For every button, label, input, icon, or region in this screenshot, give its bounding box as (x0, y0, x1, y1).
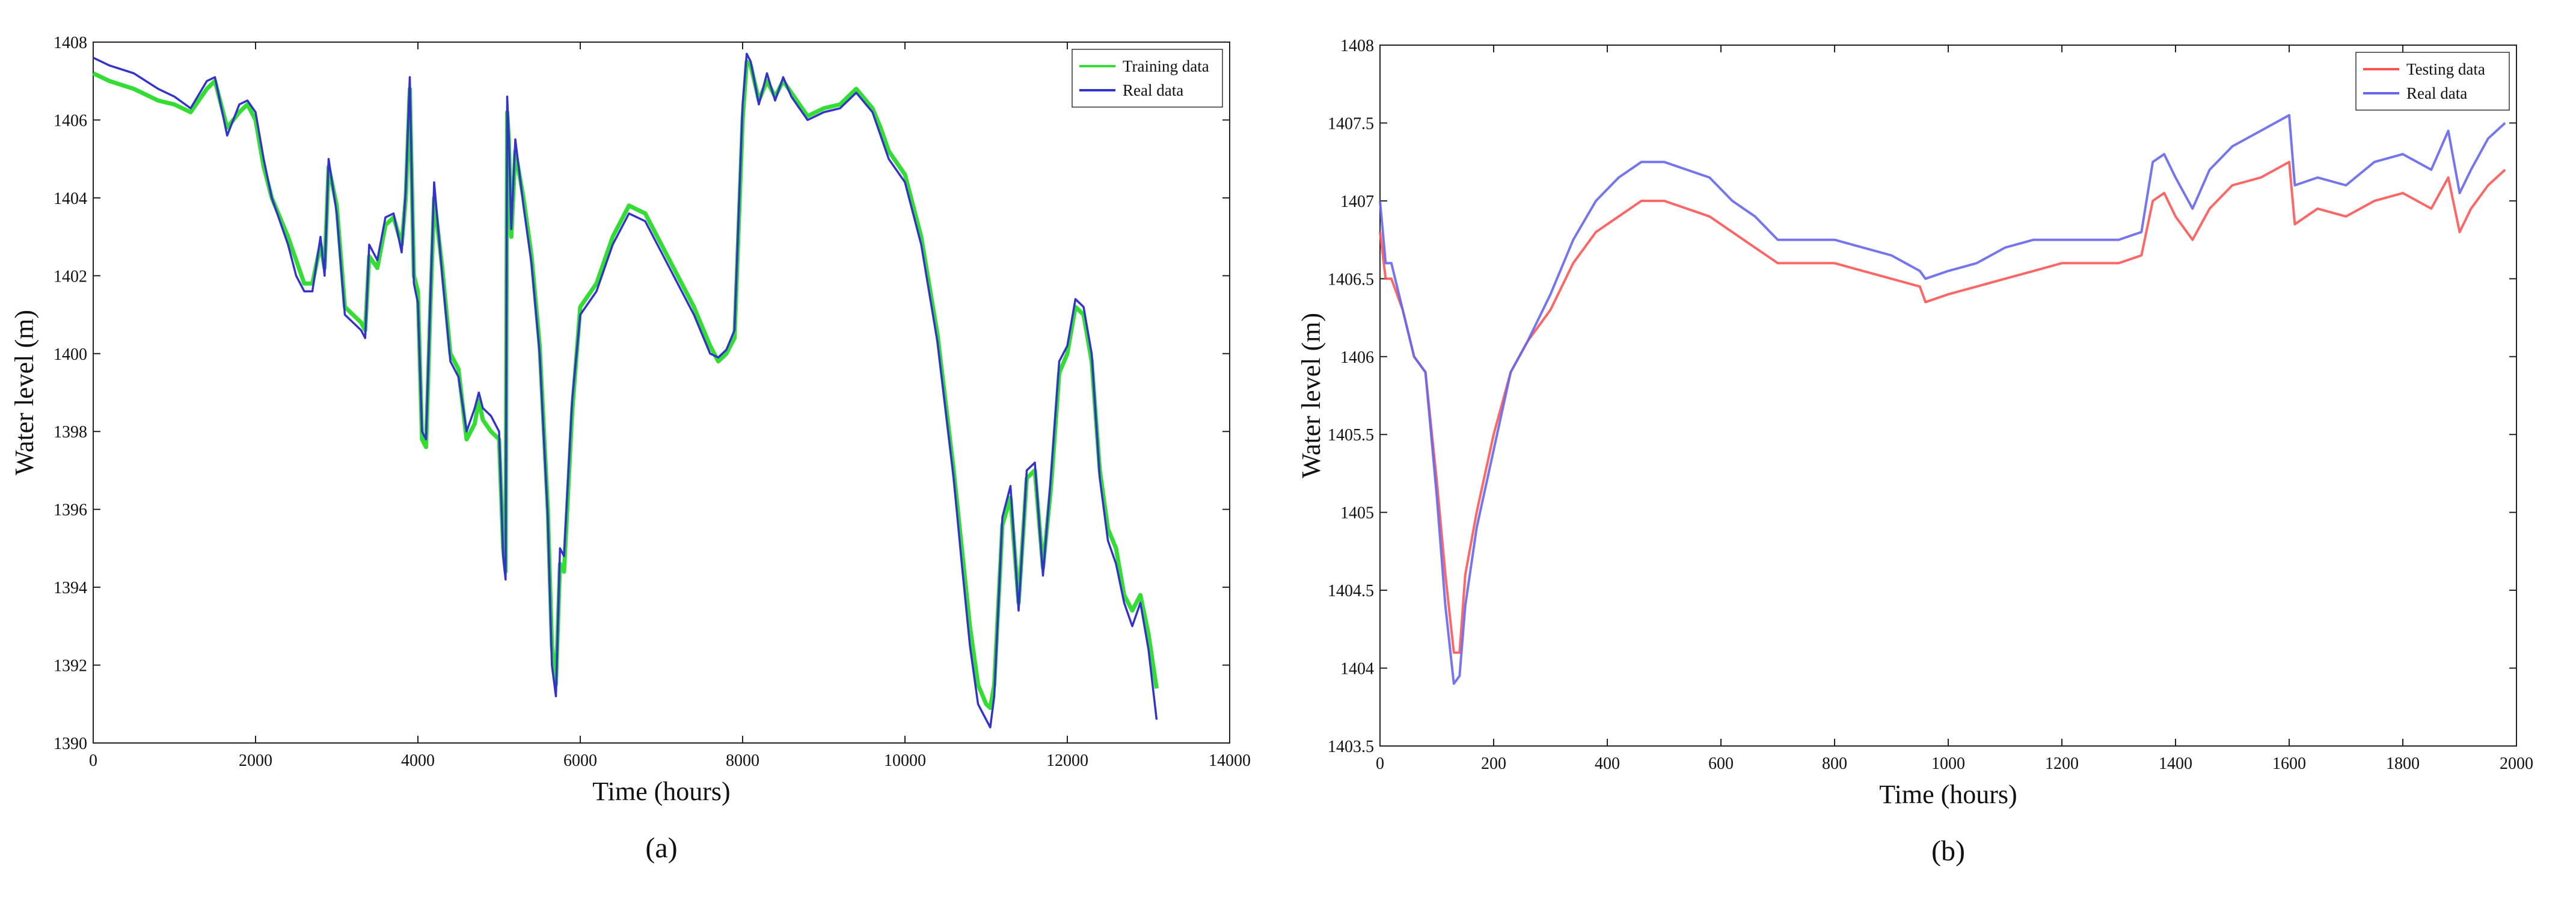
x-tick-label: 8000 (726, 751, 759, 770)
series-line-real-data (1379, 114, 2506, 685)
x-tick-label: 14000 (1209, 751, 1251, 770)
y-tick-label: 1400 (54, 345, 87, 364)
y-tick-label: 1407 (1340, 193, 1374, 211)
plot-frame (1379, 45, 2517, 747)
legend-box (1072, 49, 1223, 108)
y-tick-label: 1404.5 (1328, 582, 1374, 600)
x-tick-label: 1200 (2045, 754, 2079, 773)
y-tick-label: 1398 (54, 423, 87, 442)
x-tick-label: 12000 (1046, 751, 1088, 770)
x-tick-label: 800 (1822, 754, 1847, 773)
x-tick-label: 600 (1708, 754, 1734, 773)
y-tick-label: 1406 (1340, 348, 1374, 367)
x-tick-label: 2000 (2500, 754, 2533, 773)
x-tick-label: 4000 (401, 751, 435, 770)
chart-panel-1: 0 2000 4000 6000 8000 10000 12000 14000 1390 1392… (10, 34, 1251, 864)
legend: Training data Real data (1072, 49, 1223, 108)
y-tick-label: 1405.5 (1328, 426, 1374, 445)
x-tick-label: 1000 (1931, 754, 1965, 773)
y-tick-label: 1406.5 (1328, 270, 1374, 289)
chart-panel-2: 0 200 400 600 800 1000 1200 1400 1600 1800 2000 140… (1296, 37, 2533, 867)
panel-label: (a) (645, 832, 677, 864)
y-tick-label: 1404 (54, 190, 87, 208)
x-tick-label: 6000 (563, 751, 597, 770)
y-tick-label: 1402 (54, 267, 87, 286)
y-axis-label: Water level (m) (1296, 313, 1326, 478)
x-tick-label: 400 (1595, 754, 1620, 773)
legend-entry: Testing data (2406, 60, 2485, 78)
legend: Testing data Real data (2355, 52, 2510, 111)
y-tick-label: 1408 (1340, 37, 1374, 55)
y-tick-label: 1407.5 (1328, 114, 1374, 133)
series-line-testing-data (1379, 161, 2506, 654)
panel-label: (b) (1931, 835, 1965, 867)
y-axis-label: Water level (m) (10, 310, 39, 475)
y-tick-label: 1408 (54, 34, 87, 52)
y-tick-label: 1390 (54, 735, 87, 753)
x-tick-label: 0 (89, 751, 97, 770)
series-line-real-data (93, 52, 1158, 729)
x-axis-label: Time (hours) (1879, 780, 2017, 809)
legend-entry: Real data (1123, 81, 1183, 99)
x-axis-label: Time (hours) (592, 777, 730, 806)
x-tick-label: 1600 (2272, 754, 2306, 773)
x-tick-label: 1400 (2159, 754, 2192, 773)
x-tick-label: 1800 (2386, 754, 2420, 773)
y-tick-label: 1396 (54, 501, 87, 520)
y-tick-label: 1394 (54, 579, 87, 597)
y-tick-label: 1392 (54, 657, 87, 676)
y-tick-label: 1403.5 (1328, 738, 1374, 756)
x-tick-label: 0 (1376, 754, 1384, 773)
x-tick-label: 200 (1481, 754, 1506, 773)
plot-frame (93, 42, 1230, 744)
legend-entry: Real data (2406, 84, 2467, 102)
x-tick-label: 10000 (884, 751, 926, 770)
legend-box (2355, 52, 2510, 111)
y-tick-label: 1406 (54, 111, 87, 130)
y-tick-label: 1405 (1340, 504, 1374, 523)
x-tick-label: 2000 (239, 751, 272, 770)
legend-entry: Training data (1123, 57, 1209, 75)
y-tick-label: 1404 (1340, 660, 1374, 679)
